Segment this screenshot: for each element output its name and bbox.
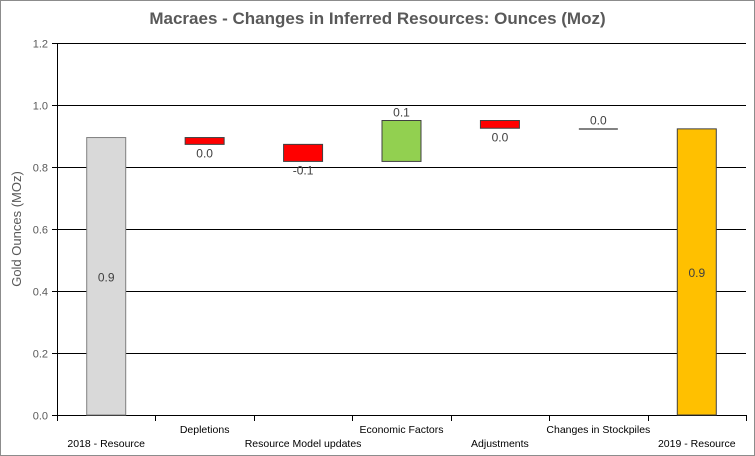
x-tick-label: Resource Model updates: [245, 438, 362, 450]
y-tick-label: 1.0: [33, 101, 48, 113]
waterfall-bar: [479, 120, 520, 129]
waterfall-bar: [283, 143, 324, 162]
waterfall-bar: [578, 128, 618, 130]
data-label: 0.1: [393, 106, 410, 120]
waterfall-bar: [381, 120, 422, 162]
waterfall-bar: [676, 128, 717, 416]
data-label: 0.9: [98, 270, 115, 284]
chart-title: Macraes - Changes in Inferred Resources:…: [149, 9, 606, 28]
x-tick-label: 2019 - Resource: [658, 438, 736, 450]
data-label: 0.0: [196, 146, 213, 160]
y-tick-label: 0.0: [33, 411, 48, 423]
x-tick-label: Adjustments: [471, 438, 529, 450]
x-tick-label: Depletions: [180, 424, 230, 436]
x-tick-label: Economic Factors: [359, 424, 443, 436]
x-tick-label: Changes in Stockpiles: [546, 424, 650, 436]
waterfall-bar: [86, 137, 127, 416]
y-tick-label: 0.8: [33, 163, 48, 175]
x-tick-label: 2018 - Resource: [67, 438, 145, 450]
y-axis-label: Gold Ounces (MOz): [9, 171, 24, 287]
data-label: 0.0: [590, 113, 607, 127]
waterfall-bar: [184, 137, 225, 145]
y-tick-label: 0.6: [33, 225, 48, 237]
data-label: -0.1: [293, 163, 314, 177]
data-label: 0.9: [688, 266, 705, 280]
data-label: 0.0: [492, 130, 509, 144]
y-tick-label: 0.4: [33, 287, 48, 299]
y-tick-label: 0.2: [33, 349, 48, 361]
y-tick-label: 1.2: [33, 39, 48, 51]
